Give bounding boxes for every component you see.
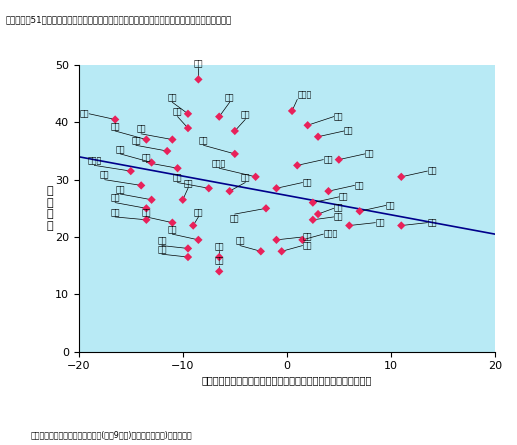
Text: 鹿児島: 鹿児島 (297, 90, 311, 100)
Point (173, 165, 181, 172)
Point (256, 248, 265, 255)
Text: 郵政省資料、「県民経済計算年報(平成9年版)」（経済企画庁)により作成: 郵政省資料、「県民経済計算年報(平成9年版)」（経済企画庁)により作成 (31, 431, 193, 440)
Text: 愛知: 愛知 (100, 171, 110, 180)
Text: 島根: 島根 (302, 241, 312, 250)
Text: 徳島: 徳島 (230, 214, 239, 223)
Point (251, 173, 260, 180)
Text: 富山: 富山 (240, 174, 250, 182)
Point (397, 173, 405, 180)
Text: 北海道: 北海道 (323, 230, 338, 239)
Text: 福岡: 福岡 (194, 208, 203, 217)
Point (334, 156, 343, 163)
Point (179, 196, 187, 203)
Point (184, 110, 192, 117)
Text: 福島: 福島 (215, 257, 224, 266)
Point (272, 236, 281, 243)
Text: 第２－７－51図　総合指標と県内総生産経済活動別内訳第二次産業構成比率増加率（２－６年）: 第２－７－51図 総合指標と県内総生産経済活動別内訳第二次産業構成比率増加率（２… (5, 16, 232, 24)
Point (205, 185, 213, 192)
Text: 東京: 東京 (302, 232, 312, 242)
Text: 滋賀: 滋賀 (173, 108, 183, 117)
Text: 兵庫: 兵庫 (111, 208, 120, 217)
Text: 愛媛: 愛媛 (323, 155, 333, 164)
Point (397, 222, 405, 229)
Point (168, 219, 176, 226)
Point (288, 107, 296, 114)
Point (345, 222, 354, 229)
Point (309, 216, 317, 223)
Text: 大分: 大分 (333, 112, 343, 121)
Text: 栃木: 栃木 (136, 125, 146, 134)
Text: 熊本: 熊本 (386, 201, 395, 210)
Point (127, 167, 135, 174)
Text: 山形: 山形 (157, 245, 166, 254)
Point (309, 199, 317, 206)
Text: 神奈川: 神奈川 (87, 156, 101, 166)
Text: 秋田: 秋田 (333, 204, 343, 213)
Point (231, 127, 239, 134)
Text: 岩手: 岩手 (375, 218, 385, 227)
Text: 大阪: 大阪 (80, 109, 89, 118)
Point (137, 182, 145, 189)
Point (111, 116, 119, 123)
Text: 広島: 広島 (142, 208, 151, 217)
Text: 佐賀: 佐賀 (339, 192, 348, 202)
Text: 茨城: 茨城 (168, 93, 177, 102)
Point (293, 162, 301, 169)
Text: 山口: 山口 (199, 136, 208, 146)
Point (142, 136, 150, 143)
Text: 石川: 石川 (111, 194, 120, 202)
X-axis label: 県内総生産経済活動別内訳第二次産業構成比増加率（２－６年）: 県内総生産経済活動別内訳第二次産業構成比増加率（２－６年） (202, 376, 372, 385)
Text: 宮城: 宮城 (157, 237, 166, 246)
Point (184, 245, 192, 252)
Point (194, 236, 203, 243)
Point (163, 147, 171, 154)
Text: 新潟: 新潟 (344, 126, 354, 135)
Text: 香川: 香川 (173, 174, 183, 182)
Text: 沖縄: 沖縄 (235, 237, 245, 246)
Text: 三重: 三重 (302, 178, 312, 187)
Point (147, 159, 156, 166)
Text: 高知: 高知 (428, 166, 437, 176)
Text: 岡山: 岡山 (240, 110, 250, 120)
Text: 鳥取: 鳥取 (355, 181, 364, 190)
Point (194, 76, 203, 83)
Text: 和歌山: 和歌山 (212, 159, 226, 168)
Text: 福井: 福井 (168, 225, 177, 234)
Text: 岐阜: 岐阜 (194, 59, 203, 68)
Text: 埼玉: 埼玉 (116, 185, 125, 194)
Point (142, 216, 150, 223)
Point (278, 248, 286, 255)
Point (225, 188, 234, 195)
Text: 奈良: 奈良 (116, 145, 125, 154)
Point (184, 125, 192, 132)
Point (147, 196, 156, 203)
Point (314, 133, 322, 140)
Text: 長野: 長野 (225, 93, 234, 102)
Text: 静岡: 静岡 (131, 136, 141, 146)
Point (215, 113, 223, 120)
Text: 山梨: 山梨 (183, 179, 193, 188)
Point (142, 205, 150, 212)
Point (324, 188, 332, 195)
Text: 京都: 京都 (111, 122, 120, 131)
Text: 群馬: 群馬 (215, 243, 224, 251)
Text: 長崎: 長崎 (333, 212, 343, 222)
Point (298, 236, 307, 243)
Point (184, 254, 192, 261)
Point (314, 210, 322, 218)
Point (272, 185, 281, 192)
Point (262, 205, 270, 212)
Text: 宮崎: 宮崎 (365, 150, 374, 158)
Point (168, 136, 176, 143)
Y-axis label: 総
合
指
標: 総 合 指 標 (46, 186, 53, 231)
Point (303, 121, 312, 129)
Point (189, 222, 197, 229)
Text: 千葉: 千葉 (142, 154, 151, 162)
Text: 青森: 青森 (428, 218, 437, 227)
Point (215, 268, 223, 275)
Point (231, 150, 239, 158)
Point (356, 208, 364, 215)
Point (215, 254, 223, 261)
